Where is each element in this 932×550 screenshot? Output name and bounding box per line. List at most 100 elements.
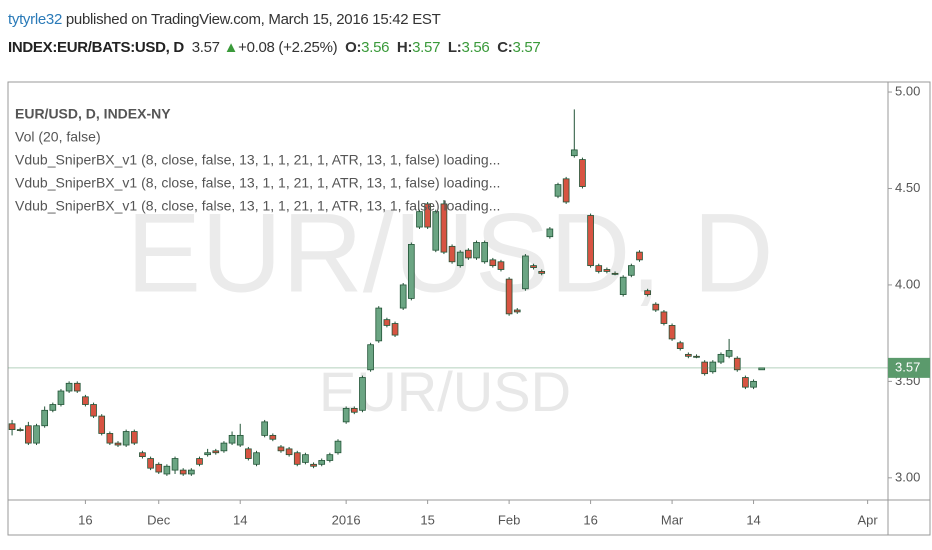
candle-body <box>326 454 334 461</box>
candle-body <box>187 469 195 475</box>
candle-body <box>25 425 32 444</box>
candle-body <box>204 452 211 456</box>
candle-body <box>310 463 317 467</box>
candle-body <box>481 242 489 263</box>
candle-body <box>758 367 766 371</box>
candle-body <box>16 429 24 431</box>
candle-body <box>440 203 448 253</box>
candle-body <box>106 433 114 444</box>
last-price-label: 3.57 <box>895 359 920 374</box>
candle-body <box>285 448 293 456</box>
symbol: INDEX:EUR/BATS:USD, D <box>8 39 184 56</box>
candle-body <box>465 249 472 259</box>
x-tick-label: Apr <box>858 512 879 527</box>
candle-body <box>424 203 431 228</box>
candle-body <box>49 404 57 411</box>
candle-body <box>220 442 228 452</box>
candle-body <box>570 149 578 157</box>
candle-body <box>114 442 122 446</box>
candle-body <box>41 409 49 427</box>
x-tick-label: 16 <box>583 512 597 527</box>
candle-body <box>269 434 277 440</box>
candle-body <box>342 407 350 423</box>
marks <box>8 109 888 476</box>
candle-body <box>742 377 749 388</box>
candle-body <box>318 460 326 465</box>
candle-body <box>660 311 668 324</box>
last-price-box <box>888 357 930 378</box>
candle-body <box>277 446 285 452</box>
candle-body <box>179 469 187 475</box>
x-tick-label: Dec <box>147 512 171 527</box>
candle-body <box>579 159 586 187</box>
candle-body <box>750 380 757 388</box>
legend-line: EUR/USD, D, INDEX-NY <box>15 106 171 122</box>
high: 3.57 <box>412 39 441 56</box>
y-tick-label: 4.50 <box>895 180 920 195</box>
candle-body <box>538 271 546 274</box>
candle-body <box>407 244 415 299</box>
candle-body <box>73 382 81 392</box>
x-tick-label: Mar <box>661 512 684 527</box>
o-label: O: <box>345 39 362 56</box>
candle-body <box>196 458 203 465</box>
low: 3.56 <box>461 39 490 56</box>
candle-body <box>375 307 383 342</box>
candle-body <box>8 423 16 430</box>
candle-body <box>383 319 391 326</box>
watermark-small: EUR/USD <box>319 360 571 423</box>
candle-body <box>456 251 464 267</box>
price: 3.57 <box>191 39 220 56</box>
candle-body <box>652 303 660 311</box>
x-tick-label: 14 <box>233 512 247 527</box>
candle-body <box>57 390 65 405</box>
l-label: L: <box>447 39 462 56</box>
candle-body <box>122 431 130 446</box>
y-tick-label: 5.00 <box>895 83 920 98</box>
candle-body <box>155 463 163 473</box>
candle-body <box>245 448 252 459</box>
candle-body <box>302 454 309 463</box>
candle-body <box>391 323 399 336</box>
x-tick-label: 14 <box>746 512 760 527</box>
legend-line: Vdub_SniperBX_v1 (8, close, false, 13, 1… <box>15 175 500 191</box>
c-label: C: <box>497 39 513 56</box>
candle-body <box>236 434 244 446</box>
candle-body <box>473 242 480 259</box>
legend-line: Vol (20, false) <box>15 129 101 145</box>
candle-body <box>628 265 635 276</box>
candle-body <box>130 431 138 444</box>
candle-body <box>619 276 627 295</box>
candle-body <box>33 425 40 444</box>
candle-body <box>147 458 154 469</box>
candle-body <box>98 415 106 434</box>
chart-frame <box>7 81 931 536</box>
candle-body <box>293 452 301 465</box>
candle-body <box>171 458 179 471</box>
candle-body <box>334 440 342 454</box>
candle-body <box>701 361 709 375</box>
candle-body <box>676 342 684 349</box>
candle-body <box>693 355 700 358</box>
header: tytyrle32 published on TradingView.com, … <box>8 6 541 62</box>
candle-body <box>261 421 269 436</box>
candle-body <box>685 353 692 357</box>
candle-body <box>595 265 603 272</box>
candle-body <box>644 290 651 295</box>
candle-body <box>505 278 513 315</box>
candle-body <box>367 344 374 371</box>
candle-body <box>212 450 220 454</box>
candle-body <box>522 255 529 290</box>
candle-body <box>530 265 537 268</box>
candle-body <box>603 269 611 272</box>
legend-line: Vdub_SniperBX_v1 (8, close, false, 13, 1… <box>15 198 500 214</box>
y-tick-label: 3.00 <box>895 469 920 484</box>
author[interactable]: tytyrle32 <box>8 11 62 28</box>
x-tick-label: 16 <box>78 512 92 527</box>
change: +0.08 (+2.25%) <box>238 39 338 56</box>
y-tick-label: 4.00 <box>895 276 920 291</box>
candle-body <box>709 361 717 373</box>
candle-body <box>489 259 497 267</box>
